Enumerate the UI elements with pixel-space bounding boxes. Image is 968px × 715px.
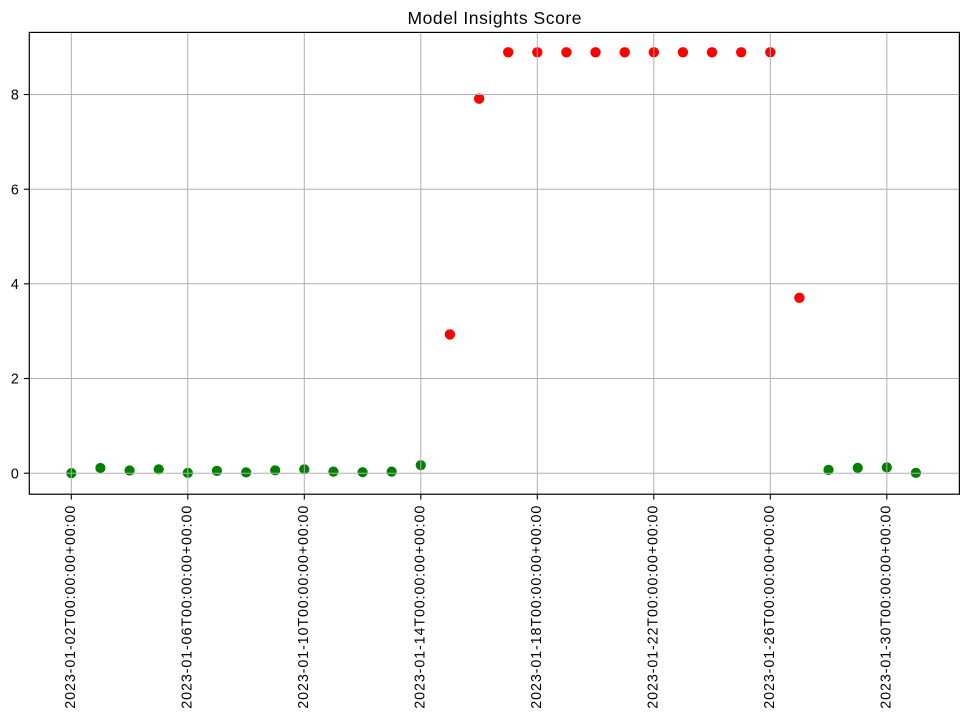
svg-text:Model Insights Score: Model Insights Score <box>408 8 582 28</box>
svg-text:8: 8 <box>11 88 19 104</box>
svg-text:4: 4 <box>11 277 19 293</box>
svg-text:2023-01-30T00:00:00+00:00: 2023-01-30T00:00:00+00:00 <box>878 506 894 709</box>
svg-text:2023-01-06T00:00:00+00:00: 2023-01-06T00:00:00+00:00 <box>179 506 195 709</box>
svg-text:0: 0 <box>11 466 19 482</box>
svg-text:2023-01-26T00:00:00+00:00: 2023-01-26T00:00:00+00:00 <box>762 506 778 709</box>
svg-text:6: 6 <box>11 182 19 198</box>
svg-text:2023-01-22T00:00:00+00:00: 2023-01-22T00:00:00+00:00 <box>645 506 661 709</box>
svg-text:2: 2 <box>11 372 19 388</box>
svg-text:2023-01-18T00:00:00+00:00: 2023-01-18T00:00:00+00:00 <box>529 506 545 709</box>
svg-text:2023-01-10T00:00:00+00:00: 2023-01-10T00:00:00+00:00 <box>296 506 312 709</box>
svg-text:2023-01-14T00:00:00+00:00: 2023-01-14T00:00:00+00:00 <box>412 506 428 709</box>
svg-text:2023-01-02T00:00:00+00:00: 2023-01-02T00:00:00+00:00 <box>63 506 79 709</box>
